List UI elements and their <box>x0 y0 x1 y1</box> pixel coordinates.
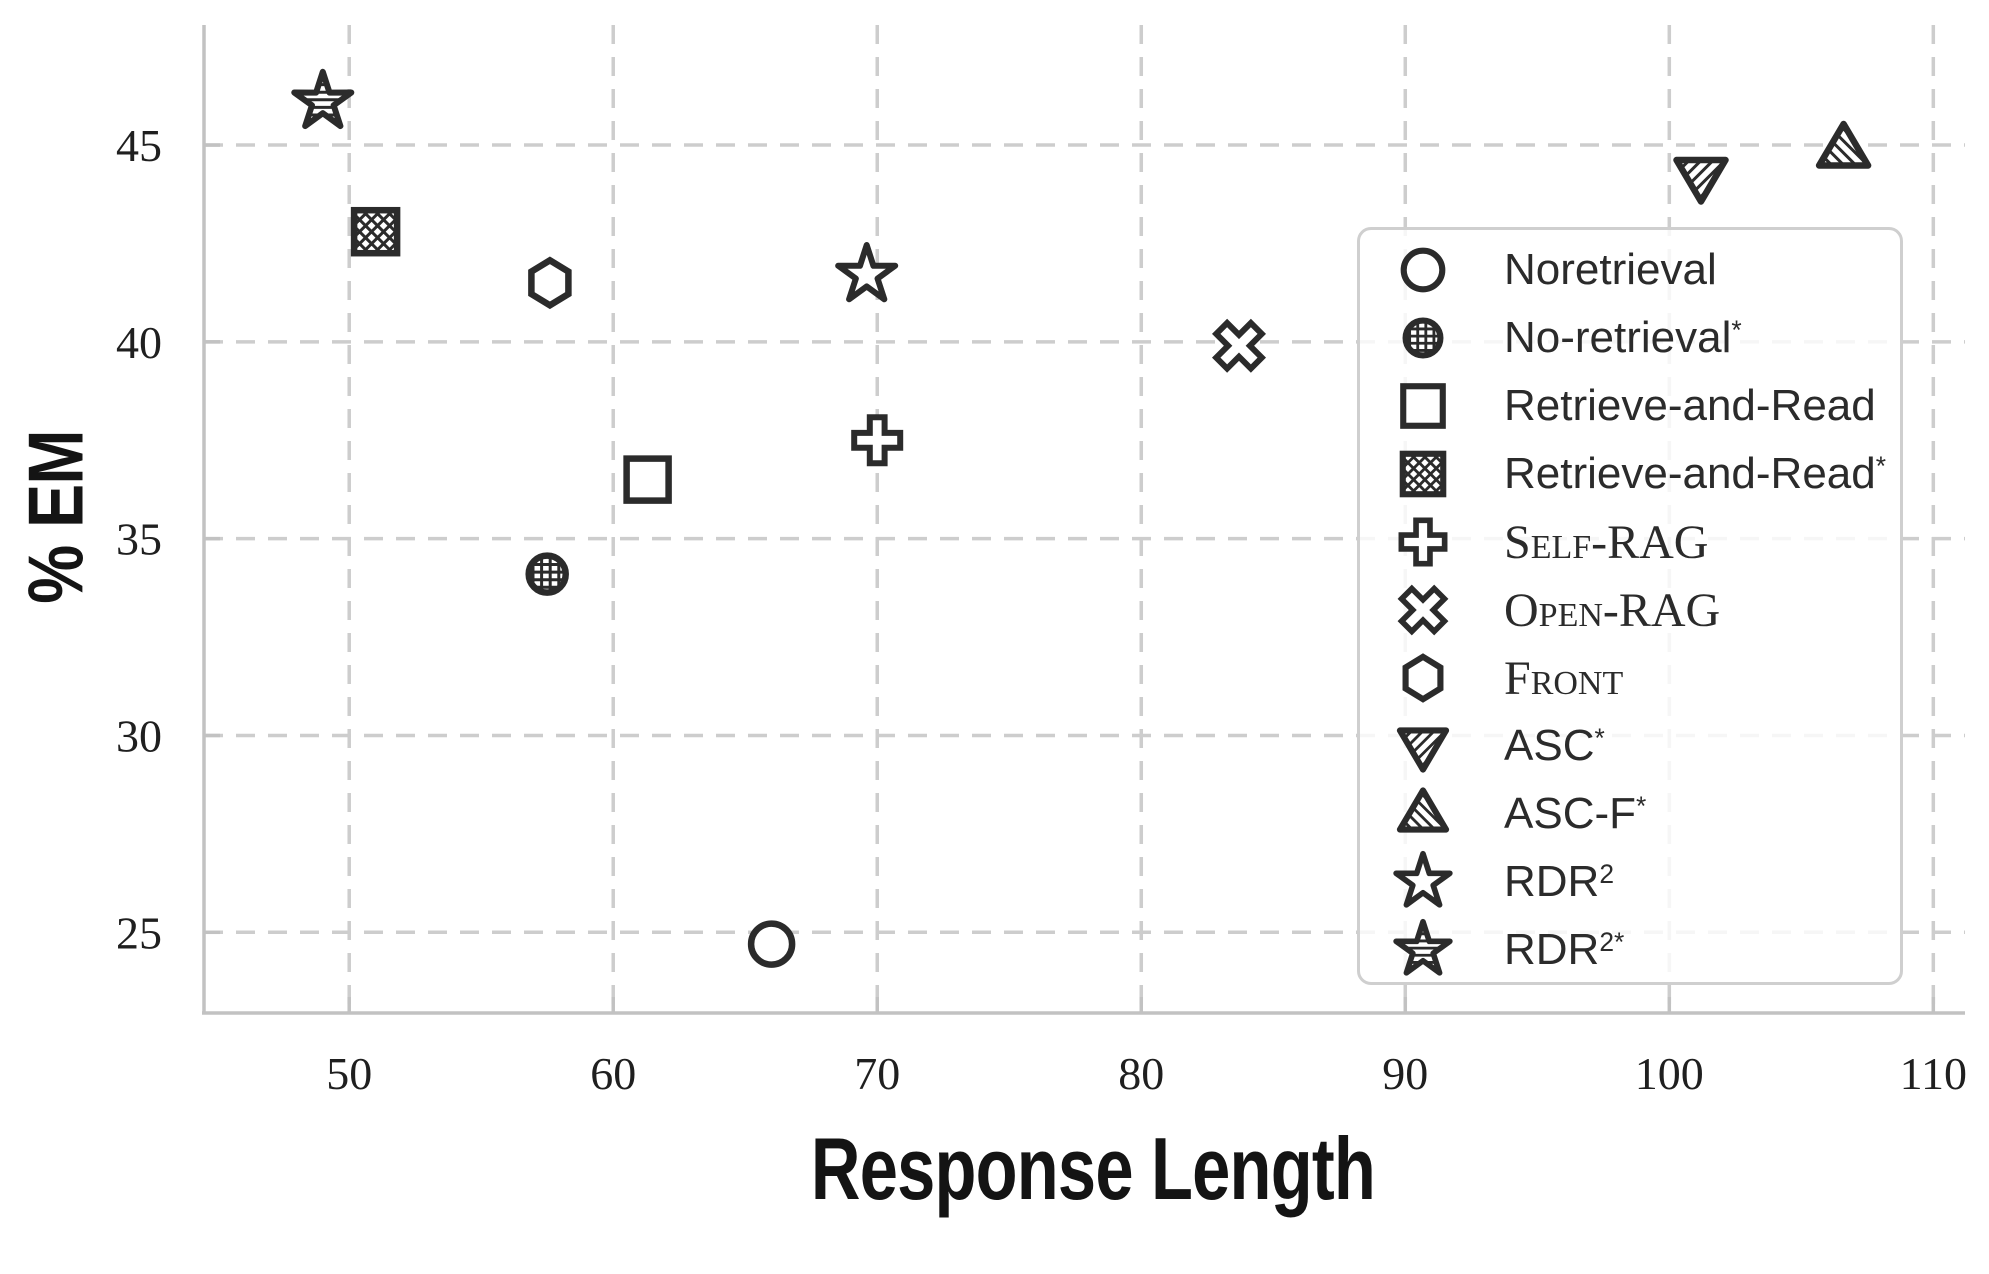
legend-item-rdr-sup: RDR2 <box>1360 848 1900 916</box>
y-tick-label: 40 <box>116 317 162 368</box>
legend-item-retrieve-and-read-sup: Retrieve-and-Read* <box>1360 440 1900 508</box>
x-tick-label: 110 <box>1900 1048 1967 1099</box>
marker-rdr-sup <box>291 68 355 130</box>
legend-label: Front <box>1504 651 1624 705</box>
x-tick-label: 70 <box>854 1048 900 1099</box>
legend-label-superscript: 2* <box>1599 926 1625 957</box>
legend-item-rdr-sup: RDR2* <box>1360 916 1900 984</box>
legend-marker-plus-open-icon <box>1390 510 1456 574</box>
legend-item-open-rag: Open-RAG <box>1360 576 1900 644</box>
legend-label: Noretrieval <box>1504 245 1717 294</box>
legend-label-superscript: * <box>1636 790 1647 821</box>
legend-item-noretrieval: Noretrieval <box>1360 236 1900 304</box>
x-tick-label: 50 <box>326 1048 372 1099</box>
legend-item-self-rag: Self-RAG <box>1360 508 1900 576</box>
legend-label: ASC-F* <box>1504 789 1647 838</box>
legend-label-superscript: * <box>1594 722 1605 753</box>
legend-box: Noretrieval No-retrieval* Retrieve-and-R… <box>1357 227 1903 985</box>
y-axis-label: % EM <box>11 430 100 604</box>
legend-label: RDR2 <box>1504 857 1615 906</box>
x-tick-label: 100 <box>1635 1048 1704 1099</box>
x-axis-label: Response Length <box>810 1119 1376 1218</box>
legend-label: Retrieve-and-Read* <box>1504 449 1887 498</box>
legend-marker-star-hhatch-icon <box>1390 918 1456 982</box>
legend-label-superscript: * <box>1875 450 1887 481</box>
legend-marker-hexagon-open-icon <box>1390 646 1456 710</box>
legend-label: Retrieve-and-Read <box>1504 381 1876 430</box>
legend-item-retrieve-and-read: Retrieve-and-Read <box>1360 372 1900 440</box>
marker-asc-sup <box>1673 156 1729 205</box>
legend-item-front: Front <box>1360 644 1900 712</box>
legend-marker-circle-open-icon <box>1390 238 1456 302</box>
x-tick-label: 80 <box>1118 1048 1164 1099</box>
legend-marker-circle-grid-icon <box>1390 306 1456 370</box>
marker-self-rag <box>851 414 904 467</box>
marker-no-retrieval-sup <box>525 552 569 596</box>
legend-item-asc-sup: ASC* <box>1360 712 1900 780</box>
y-tick-label: 25 <box>116 907 162 958</box>
legend-label: Open-RAG <box>1504 583 1721 637</box>
legend-label: Self-RAG <box>1504 515 1709 569</box>
y-tick-label: 45 <box>116 120 162 171</box>
marker-front <box>528 256 572 310</box>
legend-label: RDR2* <box>1504 925 1625 974</box>
legend-label-superscript: * <box>1731 314 1742 345</box>
x-tick-label: 60 <box>590 1048 636 1099</box>
marker-open-rag <box>1211 318 1267 373</box>
legend-label-superscript: 2 <box>1599 858 1615 889</box>
y-tick-label: 30 <box>116 710 162 761</box>
legend-marker-square-crosshatch-icon <box>1390 442 1456 506</box>
marker-retrieve-and-read <box>623 455 672 504</box>
legend-marker-triangle-down-hatch-icon <box>1390 714 1456 778</box>
legend-label: No-retrieval* <box>1504 313 1742 362</box>
marker-rdr-sup <box>835 242 899 303</box>
legend-item-no-retrieval-sup: No-retrieval* <box>1360 304 1900 372</box>
marker-retrieve-and-read-sup <box>350 206 401 257</box>
legend-label: ASC* <box>1504 721 1605 770</box>
legend-marker-triangle-up-hatch-icon <box>1390 782 1456 846</box>
legend-marker-x-open-icon <box>1390 578 1456 642</box>
legend-marker-star-open-icon <box>1390 850 1456 914</box>
legend-item-asc-f-sup: ASC-F* <box>1360 780 1900 848</box>
y-tick-label: 35 <box>116 514 162 565</box>
x-tick-label: 90 <box>1382 1048 1428 1099</box>
marker-asc-f-sup <box>1815 120 1872 169</box>
legend-marker-square-open-icon <box>1390 374 1456 438</box>
marker-noretrieval <box>747 920 796 968</box>
